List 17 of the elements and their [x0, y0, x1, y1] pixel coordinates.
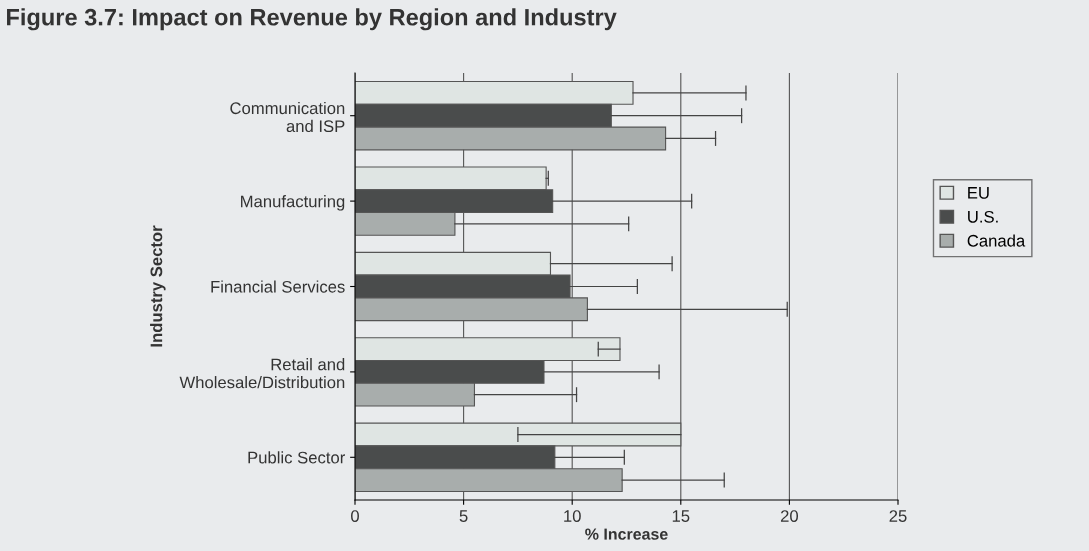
x-axis-title: % Increase: [585, 528, 668, 540]
x-tick-label: 25: [889, 510, 907, 522]
y-tick-label: Manufacturing: [241, 195, 345, 211]
legend-label: Canada: [967, 234, 1026, 247]
legend-label: U.S.: [968, 210, 998, 223]
chart-title: Figure 3.7: Impact on Revenue by Region and Industry: [7, 8, 617, 31]
y-tick-label: Financial Services: [211, 280, 345, 293]
legend-label: EU: [968, 187, 989, 199]
x-tick-label: 5: [459, 510, 468, 522]
x-tick-label: 0: [351, 510, 359, 522]
y-tick-label: Public Sector: [248, 451, 345, 464]
x-tick-label: 15: [672, 510, 690, 522]
y-tick-label: Communication and ISP: [230, 101, 345, 133]
x-tick-label: 10: [564, 510, 581, 522]
y-axis-title: Industry Sector: [150, 225, 166, 347]
x-tick-label: 20: [780, 510, 799, 522]
y-tick-label: Retail and Wholesale/Distribution: [179, 358, 345, 389]
